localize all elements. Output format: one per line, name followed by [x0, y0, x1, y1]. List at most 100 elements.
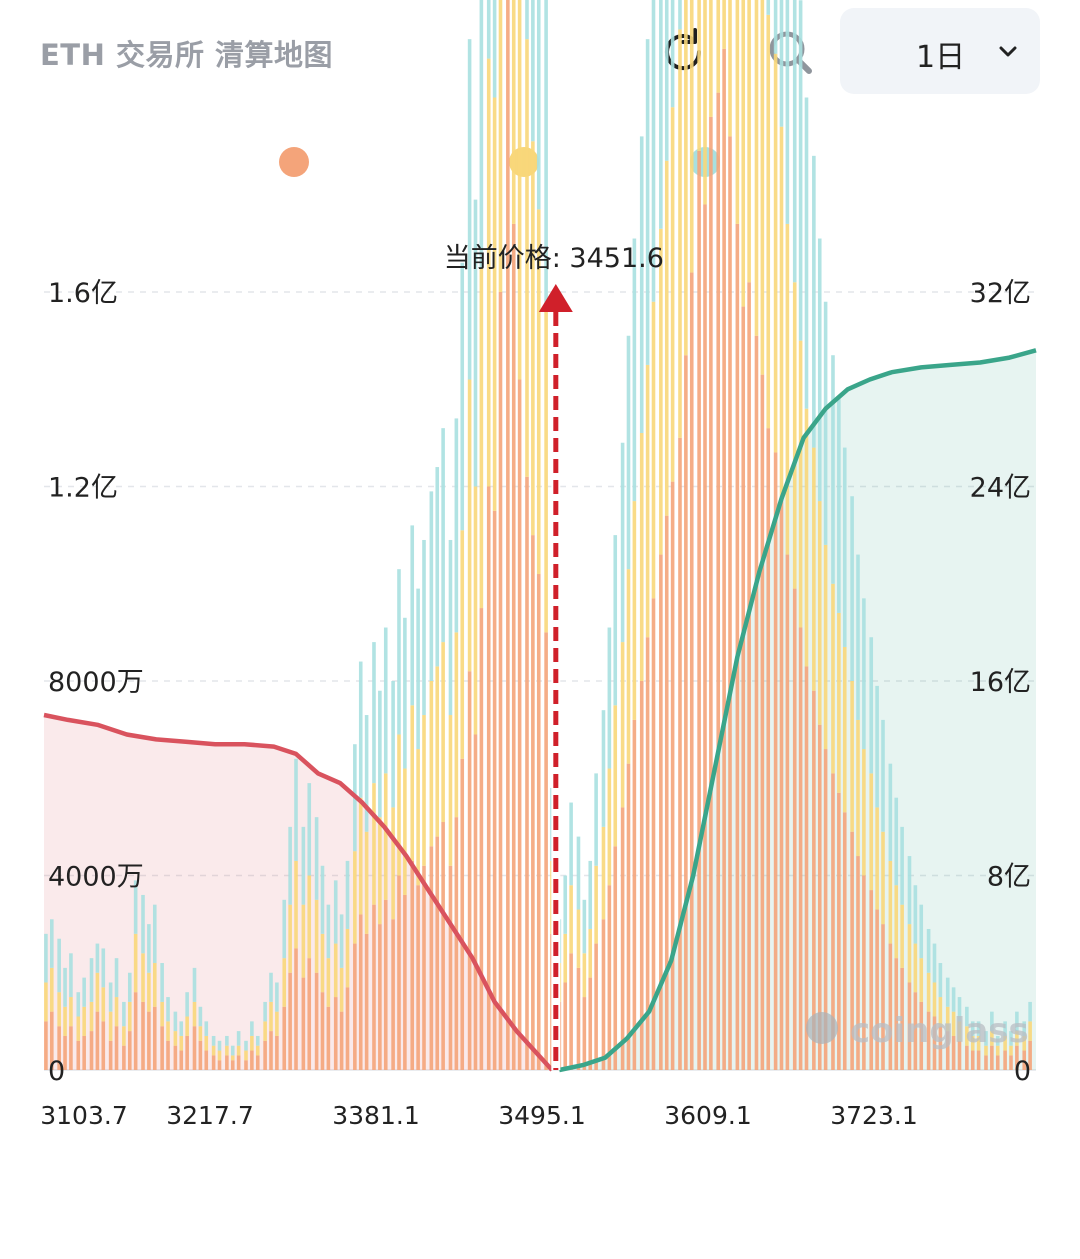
bar-tier3: [817, 238, 822, 502]
bar-tier1: [735, 223, 740, 1071]
bar-tier3: [250, 1021, 254, 1036]
bar-tier1: [230, 1060, 235, 1070]
bar-tier2: [49, 967, 54, 1012]
bar-tier3: [945, 977, 950, 1007]
bar-tier1: [236, 1055, 241, 1070]
bar-tier2: [173, 1031, 178, 1046]
legend-dot-tier1[interactable]: [279, 147, 309, 177]
bar-tier2: [779, 126, 784, 497]
x-tick-label: 3723.1: [830, 1101, 917, 1130]
bar-tier3: [888, 763, 893, 861]
bar-tier3: [919, 904, 924, 959]
bar-tier3: [114, 958, 119, 998]
bar-tier1: [152, 1006, 157, 1070]
bar-tier1: [486, 486, 491, 1070]
bar-tier3: [569, 802, 573, 886]
bar-tier1: [250, 1050, 254, 1070]
bar-tier2: [320, 933, 325, 993]
bar-tier2: [900, 904, 904, 968]
bar-tier3: [44, 933, 48, 983]
bar-tier2: [511, 0, 516, 224]
bar-tier2: [919, 958, 924, 1002]
bar-tier3: [626, 335, 631, 570]
bar-tier3: [837, 398, 841, 613]
bar-tier3: [294, 758, 298, 861]
bar-tier3: [875, 685, 879, 808]
bar-tier2: [133, 933, 138, 993]
bar-tier2: [211, 1045, 216, 1056]
bar-tier2: [632, 501, 637, 720]
bar-tier1: [620, 807, 625, 1070]
bar-tier1: [198, 1040, 203, 1070]
bar-tier3: [932, 943, 937, 983]
bar-tier3: [467, 39, 472, 380]
bar-tier3: [339, 914, 344, 968]
y-left-tick-label: 1.2亿: [48, 473, 118, 504]
bar-tier3: [69, 953, 73, 998]
bar-tier2: [358, 797, 363, 915]
bar-tier1: [364, 933, 369, 1070]
bar-tier3: [798, 0, 803, 341]
bar-tier2: [651, 301, 656, 599]
bar-tier3: [492, 0, 497, 98]
bar-tier3: [204, 1021, 209, 1036]
bar-tier2: [798, 340, 803, 628]
bar-tier3: [670, 0, 675, 108]
bar-tier3: [160, 963, 164, 1002]
bar-tier1: [850, 831, 854, 1070]
bar-tier2: [416, 749, 420, 886]
bar-tier3: [620, 442, 625, 643]
bar-tier3: [95, 943, 100, 973]
bar-tier1: [837, 792, 841, 1070]
bar-tier2: [486, 58, 491, 487]
bar-tier1: [582, 997, 587, 1070]
bar-tier1: [82, 1035, 86, 1070]
bar-tier2: [403, 768, 407, 895]
bar-tier3: [576, 836, 581, 910]
bar-tier1: [869, 890, 874, 1070]
bar-tier2: [378, 817, 382, 925]
bar-tier1: [862, 875, 866, 1070]
bar-tier2: [1003, 1035, 1007, 1051]
bar-tier2: [282, 958, 287, 1007]
bar-tier1: [333, 997, 338, 1070]
bar-tier3: [282, 899, 287, 959]
bar-tier2: [938, 997, 943, 1027]
bar-tier3: [651, 0, 656, 302]
bar-tier3: [314, 817, 319, 900]
bar-tier1: [492, 510, 497, 1070]
bar-tier2: [269, 1001, 273, 1032]
bar-tier2: [792, 282, 797, 589]
bar-tier1: [275, 1035, 279, 1070]
bar-tier1: [684, 355, 688, 1070]
bar-tier3: [894, 797, 899, 886]
y-left-tick-label: 1.6亿: [48, 278, 118, 309]
bar-tier1: [282, 1006, 287, 1070]
bar-tier3: [773, 0, 778, 54]
bar-tier2: [817, 501, 822, 725]
bar-tier2: [441, 642, 445, 823]
x-tick-label: 3381.1: [332, 1101, 419, 1130]
period-select[interactable]: 1日: [840, 8, 1040, 94]
bar-tier1: [217, 1060, 222, 1070]
bar-tier2: [410, 705, 415, 861]
bar-tier2: [517, 0, 522, 380]
bar-tier2: [773, 53, 778, 453]
y-right-tick-label: 24亿: [970, 473, 1031, 504]
bar-tier2: [856, 719, 860, 857]
bar-tier1: [938, 1026, 943, 1070]
bar-tier1: [314, 972, 319, 1070]
bar-tier1: [913, 992, 918, 1070]
bar-tier1: [741, 306, 746, 1070]
bar-tier3: [326, 904, 331, 959]
bar-tier2: [601, 826, 606, 920]
bar-tier2: [850, 681, 854, 832]
bar-tier2: [907, 924, 912, 983]
bar-tier1: [760, 374, 765, 1071]
bar-tier1: [1009, 1055, 1013, 1070]
bar-tier3: [383, 627, 388, 774]
bar-tier3: [1009, 1031, 1013, 1046]
bar-tier1: [179, 1050, 184, 1070]
bar-tier2: [345, 928, 350, 988]
bar-tier2: [383, 773, 388, 900]
